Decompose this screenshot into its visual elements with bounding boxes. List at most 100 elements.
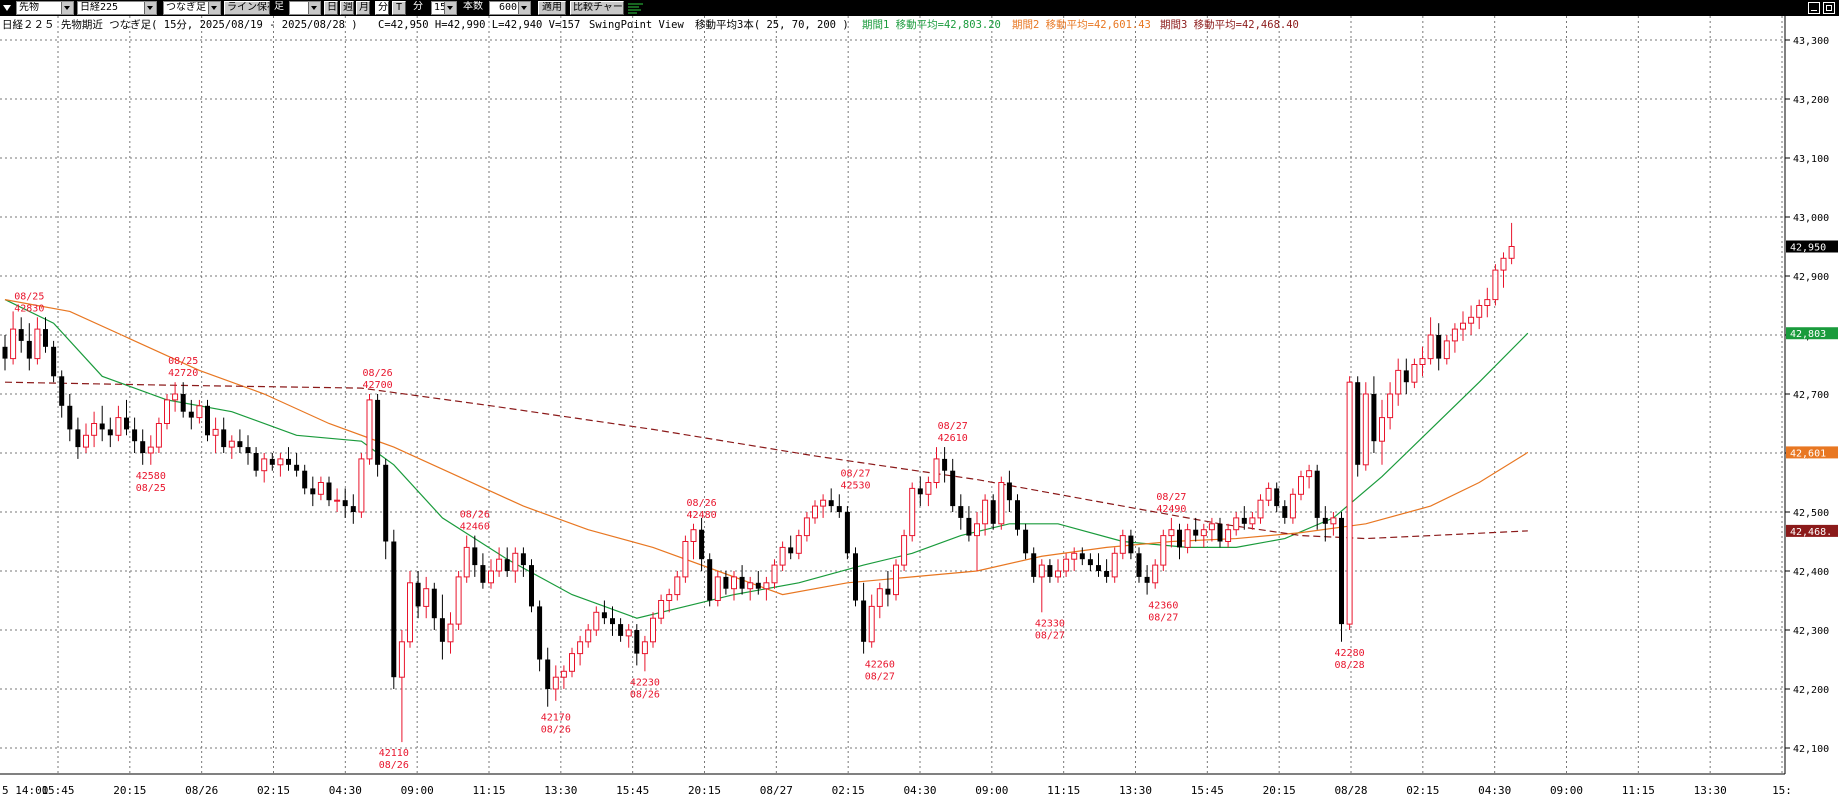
candle-body-down: [861, 600, 867, 642]
candle-body-down: [942, 458, 948, 471]
x-tick-label: 02:15: [832, 784, 865, 797]
candle-body-up: [1306, 470, 1313, 478]
x-tick-label: 04:30: [1478, 784, 1511, 797]
candle-body-down: [828, 500, 834, 507]
candle-body-up: [115, 417, 122, 436]
maximize-window-button[interactable]: [1823, 2, 1835, 14]
save-line-button[interactable]: ライン保存: [224, 1, 270, 15]
candle-body-down: [520, 553, 526, 566]
candle-body-up: [779, 546, 786, 566]
candle-body-up: [1460, 322, 1466, 330]
ma2-legend: 期間2 移動平均=42,601.43: [1012, 18, 1151, 31]
x-tick-label: 20:15: [113, 784, 146, 797]
candle-body-up: [10, 328, 17, 360]
candle-body-down: [1274, 488, 1280, 507]
candle-body-up: [172, 393, 179, 401]
candle-body-up: [147, 446, 154, 454]
period-day-button[interactable]: 日: [324, 1, 338, 15]
menu-arrow[interactable]: [0, 1, 14, 15]
count-input[interactable]: 600: [489, 1, 531, 15]
candle-body-down: [140, 441, 146, 453]
swing-low-label: 42230: [630, 677, 660, 688]
moving-average-line-3: [4, 381, 1528, 540]
ohlcv-readout: C=42,950 H=42,990 L=42,940 V=157: [378, 19, 580, 31]
ashi-input[interactable]: [289, 1, 321, 15]
candle-body-up: [795, 535, 802, 554]
x-tick-label: 13:30: [544, 784, 577, 797]
candle-body-up: [1257, 499, 1264, 519]
period-month-button[interactable]: 月: [356, 1, 370, 15]
candle-body-up: [1362, 393, 1369, 466]
compare-chart-button[interactable]: 比較チャート: [570, 1, 624, 15]
chart-settings-icon[interactable]: [627, 1, 645, 15]
candle-body-down: [950, 470, 956, 507]
candle-body-up: [812, 505, 818, 519]
candle-body-down: [739, 576, 745, 589]
spin-icon: [518, 2, 530, 14]
swing-low-label: 42330: [1035, 618, 1065, 629]
candle-body-up: [83, 434, 89, 448]
candle-body-down: [1136, 553, 1142, 577]
candle-body-down: [245, 447, 251, 453]
price-tag-box: [1786, 327, 1838, 340]
candle-body-up: [714, 576, 721, 602]
candlestick-chart[interactable]: 43,30043,20043,10043,00042,90042,80042,7…: [0, 16, 1839, 807]
candle-body-up: [560, 670, 567, 678]
y-tick-label: 42,100: [1793, 744, 1829, 755]
candle-body-down: [431, 588, 437, 619]
period-tick-button[interactable]: T: [392, 1, 406, 15]
candle-body-up: [893, 564, 899, 596]
swing-high-label: 08/27: [938, 421, 968, 432]
x-tick-label: 20:15: [1263, 784, 1296, 797]
candle-body-up: [407, 582, 413, 643]
chart-title: 日経２２５ 先物期近 つなぎ足( 15分, 2025/08/19 - 2025/…: [2, 18, 358, 31]
candle-body-down: [966, 517, 972, 536]
period-minute-button[interactable]: 分: [375, 1, 389, 15]
market-select[interactable]: 先物: [16, 1, 74, 15]
chart-kind-select[interactable]: つなぎ足: [163, 1, 221, 15]
candle-body-up: [1508, 246, 1515, 259]
ma1-legend: 期間1 移動平均=42,803.20: [862, 18, 1001, 31]
swing-high-label: 42490: [1156, 504, 1186, 515]
symbol-value: 日経225: [80, 2, 119, 13]
candle-body-up: [876, 588, 883, 607]
candle-body-down: [26, 340, 32, 359]
candle-body-up: [512, 552, 519, 572]
candle-body-down: [439, 618, 445, 642]
candle-body-down: [958, 506, 964, 518]
candle-body-up: [1427, 334, 1434, 360]
candle-body-down: [885, 588, 891, 595]
swing-high-label: 08/25: [168, 356, 198, 367]
candle-body-down: [472, 547, 478, 566]
candle-body-up: [1038, 564, 1045, 578]
candle-body-down: [269, 458, 275, 465]
symbol-select[interactable]: 日経225: [77, 1, 157, 15]
x-tick-label: 11:15: [1622, 784, 1655, 797]
apply-button[interactable]: 適用: [538, 1, 566, 15]
candle-body-down: [1079, 553, 1085, 560]
candle-body-down: [1006, 482, 1012, 501]
candle-body-up: [1184, 529, 1191, 548]
candle-body-down: [504, 559, 510, 571]
candle-body-down: [707, 559, 713, 601]
period-week-button[interactable]: 週: [340, 1, 354, 15]
minimize-window-button[interactable]: [1808, 2, 1820, 14]
candle-body-up: [34, 328, 41, 360]
candle-body-up: [91, 423, 98, 436]
candle-body-up: [1160, 535, 1167, 566]
candle-body-down: [545, 659, 551, 689]
candle-body-down: [75, 429, 81, 448]
x-tick-label: 08/28: [1334, 784, 1367, 797]
x-tick-label: 15:45: [1191, 784, 1224, 797]
candle-body-down: [699, 529, 705, 560]
candle-body-up: [1289, 493, 1296, 519]
candle-body-up: [366, 399, 373, 460]
candle-body-up: [261, 458, 268, 472]
candle-body-up: [1484, 299, 1491, 307]
minute-input[interactable]: 15: [431, 1, 457, 15]
candle-body-down: [1087, 559, 1093, 566]
candle-body-down: [1031, 553, 1037, 577]
candle-body-down: [853, 553, 858, 601]
x-tick-label: 04:30: [329, 784, 362, 797]
y-tick-label: 43,100: [1793, 154, 1829, 165]
